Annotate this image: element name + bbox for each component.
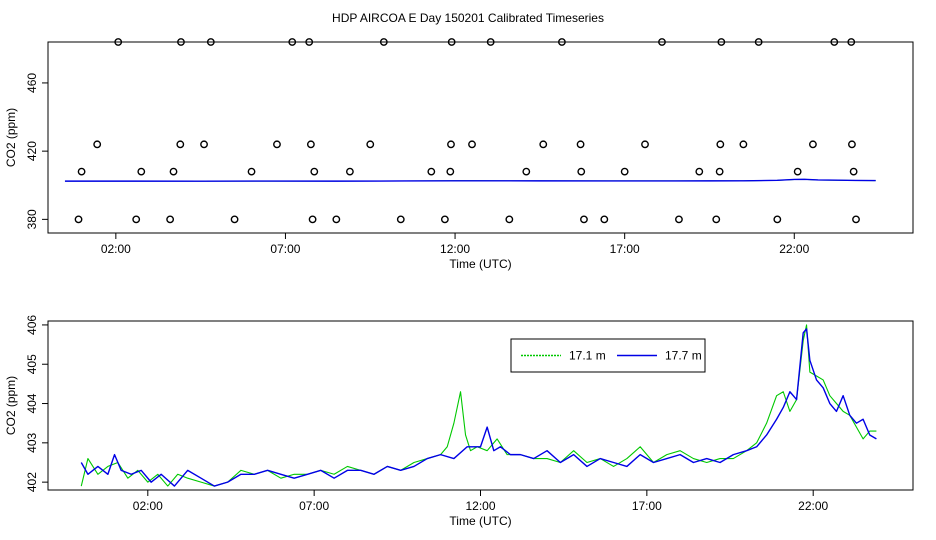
scatter-point [137, 167, 146, 176]
panel-2-y-axis-label: CO2 (ppm) [4, 376, 18, 435]
panel-2-y-tick-label: 403 [25, 433, 39, 453]
scatter-point [486, 38, 495, 46]
scatter-point [849, 167, 858, 176]
scatter-point [346, 167, 354, 176]
scatter-point [717, 38, 726, 46]
scatter-point [114, 38, 123, 46]
panel-2-x-tick-label: 12:00 [465, 499, 495, 513]
legend-label-1: 17.1 m [569, 349, 606, 363]
scatter-point [675, 215, 683, 224]
scatter-point [754, 38, 763, 46]
scatter-point [505, 215, 514, 224]
panel-2-frame [47, 320, 914, 491]
chart-title: HDP AIRCOA E Day 150201 Calibrated Times… [332, 11, 604, 25]
scatter-point [310, 167, 319, 176]
scatter-point [641, 140, 649, 149]
panel-1-y-tick-label: 460 [25, 73, 39, 93]
panel-1-frame [47, 41, 914, 234]
scatter-point [522, 167, 531, 176]
scatter-point [852, 215, 860, 224]
scatter-point [447, 140, 455, 149]
scatter-point [230, 215, 239, 224]
scatter-point [177, 38, 185, 46]
scatter-point [468, 140, 476, 149]
legend-label-2: 17.7 m [665, 349, 702, 363]
scatter-point [580, 215, 588, 224]
panel-1-y-axis-label: CO2 (ppm) [4, 108, 18, 167]
panel-1-x-tick-label: 17:00 [610, 242, 640, 256]
scatter-point [658, 38, 666, 46]
panel-1-x-tick-label: 07:00 [270, 242, 300, 256]
scatter-point [176, 140, 185, 149]
panel-2-y-tick-label: 405 [25, 354, 39, 374]
panel-2-x-tick-label: 22:00 [798, 499, 828, 513]
scatter-point [830, 38, 839, 46]
scatter-point [558, 38, 566, 46]
scatter-point [847, 38, 856, 46]
panel-1-x-tick-label: 12:00 [440, 242, 470, 256]
scatter-point [848, 140, 856, 149]
scatter-point [273, 140, 281, 149]
scatter-point [308, 215, 317, 224]
scatter-point [305, 38, 314, 46]
scatter-point [132, 215, 141, 224]
scatter-point [447, 38, 456, 46]
scatter-point [206, 38, 215, 46]
scatter-point [446, 167, 455, 176]
scatter-point [715, 167, 724, 176]
panel-1-x-tick-label: 02:00 [101, 242, 131, 256]
panel-2-y-tick-label: 402 [25, 472, 39, 492]
series-line-1 [80, 324, 877, 487]
scatter-point [600, 215, 609, 224]
panel-1-x-axis-label: Time (UTC) [449, 257, 511, 271]
scatter-point [396, 215, 405, 224]
scatter-point [74, 215, 83, 224]
scatter-point [440, 215, 449, 224]
scatter-point [200, 140, 208, 149]
scatter-point [379, 38, 388, 46]
panel-1-y-tick-label: 420 [25, 141, 39, 161]
panel-2-y-tick-label: 404 [25, 393, 39, 413]
scatter-point [169, 167, 178, 176]
scatter-point [716, 140, 725, 149]
series-line-2 [80, 328, 877, 487]
scatter-point [427, 167, 436, 176]
scatter-point [539, 140, 548, 149]
scatter-point [739, 140, 748, 149]
baseline-line [64, 178, 876, 182]
scatter-point [93, 140, 102, 149]
panel-1-x-tick-label: 22:00 [779, 242, 809, 256]
panel-2-x-axis-label: Time (UTC) [449, 514, 511, 528]
scatter-point [793, 167, 802, 176]
scatter-point [712, 215, 721, 224]
scatter-point [166, 215, 175, 224]
scatter-point [577, 167, 586, 176]
scatter-point [366, 140, 375, 149]
scatter-point [773, 215, 782, 224]
scatter-point [620, 167, 629, 176]
scatter-point [576, 140, 585, 149]
panel-2-x-tick-label: 02:00 [133, 499, 163, 513]
scatter-point [288, 38, 297, 46]
panel-1-y-tick-label: 380 [25, 209, 39, 229]
scatter-point [306, 140, 315, 149]
panel-2-x-tick-label: 17:00 [632, 499, 662, 513]
scatter-point [247, 167, 256, 176]
scatter-point [695, 167, 704, 176]
scatter-point [809, 140, 817, 149]
panel-2-x-tick-label: 07:00 [299, 499, 329, 513]
scatter-point [332, 215, 341, 224]
panel-2-y-tick-label: 406 [25, 315, 39, 335]
scatter-point [77, 167, 86, 176]
